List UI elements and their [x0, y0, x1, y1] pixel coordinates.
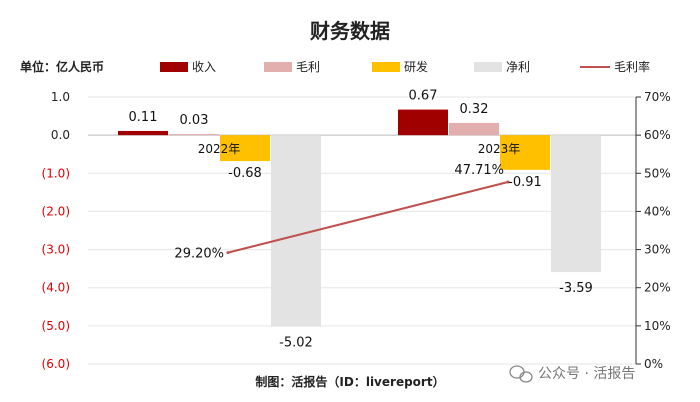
bar — [169, 133, 219, 136]
margin-data-label: 47.71% — [454, 163, 504, 178]
legend-swatch — [264, 62, 292, 72]
bar-data-label: -0.68 — [228, 166, 262, 181]
chart-title: 财务数据 — [310, 19, 390, 43]
left-tick-label: (1.0) — [42, 166, 70, 180]
right-tick-label: 20% — [644, 281, 671, 295]
unit-label: 单位：亿人民币 — [20, 59, 104, 74]
bar-data-label: -5.02 — [279, 336, 313, 351]
legend-swatch — [474, 62, 502, 72]
bar-data-label: 0.03 — [180, 113, 209, 128]
margin-line-path — [227, 181, 509, 254]
chart-caption: 制图：活报告（ID：livereport） — [255, 374, 444, 389]
margin-point — [506, 180, 510, 184]
watermark-text: 公众号 · 活报告 — [538, 366, 635, 382]
data-labels: 0.11 0.67 0.03 0.32 -0.68 -0.91 -5.02 -3.59 29.2… — [129, 89, 593, 351]
margin-point — [226, 251, 230, 255]
left-tick-label: (5.0) — [42, 319, 70, 333]
legend-swatch — [160, 62, 188, 72]
left-tick-label: 1.0 — [51, 90, 70, 104]
legend-label: 净利 — [506, 60, 530, 74]
bar — [398, 109, 448, 136]
right-tick-label: 70% — [644, 90, 671, 104]
legend-label: 收入 — [192, 60, 216, 74]
category-labels: 2022年 2023年 — [198, 142, 521, 156]
left-tick-label: (2.0) — [42, 204, 70, 218]
legend-swatch — [372, 62, 400, 72]
category-label: 2023年 — [478, 142, 521, 156]
bars — [118, 109, 601, 327]
category-label: 2022年 — [198, 142, 241, 156]
legend-label: 毛利 — [296, 60, 320, 74]
bar-data-label: -0.91 — [508, 175, 542, 190]
left-tick-label: 0.0 — [51, 128, 70, 142]
bar-data-label: -3.59 — [559, 281, 593, 296]
bar — [118, 130, 168, 136]
bar-data-label: 0.67 — [409, 89, 438, 104]
left-tick-label: (4.0) — [42, 281, 70, 295]
legend: 收入 毛利 研发 净利 毛利率 — [160, 59, 650, 74]
wechat-icon — [509, 365, 533, 383]
legend-label: 研发 — [404, 59, 428, 74]
right-tick-label: 50% — [644, 166, 671, 180]
legend-label: 毛利率 — [614, 59, 650, 74]
right-tick-label: 10% — [644, 319, 671, 333]
bar-data-label: 0.11 — [129, 110, 158, 125]
right-tick-label: 30% — [644, 243, 671, 257]
bar — [500, 135, 550, 170]
right-tick-label: 60% — [644, 128, 671, 142]
bar-data-label: 0.32 — [460, 102, 489, 117]
margin-line — [226, 180, 510, 255]
left-axis: 1.0 0.0 (1.0) (2.0) (3.0) (4.0) (5.0) (6.0) — [42, 90, 70, 371]
watermark: 公众号 · 活报告 — [509, 365, 635, 383]
right-axis: 70% 60% 50% 40% 30% 20% 10% 0% — [635, 90, 671, 371]
bar — [449, 122, 499, 136]
right-tick-label: 40% — [644, 204, 671, 218]
bar — [220, 135, 270, 162]
right-tick-label: 0% — [644, 357, 663, 371]
margin-data-label: 29.20% — [174, 247, 224, 262]
bar — [551, 135, 601, 273]
left-tick-label: (3.0) — [42, 243, 70, 257]
left-tick-label: (6.0) — [42, 357, 70, 371]
